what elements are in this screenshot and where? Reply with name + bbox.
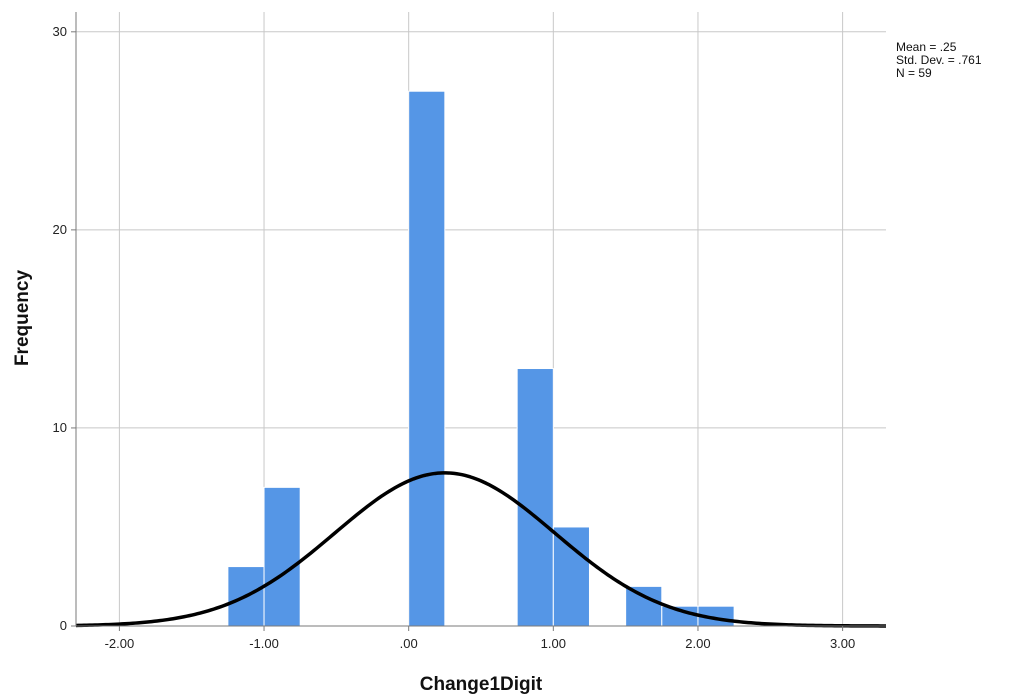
x-tick-label-0: -2.00 bbox=[105, 636, 135, 651]
histogram-bar-3 bbox=[516, 368, 554, 627]
x-tick-label-1: -1.00 bbox=[249, 636, 279, 651]
grid-lines bbox=[76, 12, 886, 626]
x-tick-label-5: 3.00 bbox=[830, 636, 855, 651]
y-tick-label-3: 30 bbox=[53, 24, 67, 39]
y-tick-label-0: 0 bbox=[60, 618, 67, 633]
y-tick-labels: 0 10 20 30 bbox=[53, 24, 76, 633]
y-axis-title: Frequency bbox=[12, 270, 33, 367]
x-tick-label-3: 1.00 bbox=[541, 636, 566, 651]
y-tick-label-2: 20 bbox=[53, 222, 67, 237]
histogram-bar-1 bbox=[263, 486, 301, 627]
stats-mean: Mean = .25 bbox=[896, 40, 957, 54]
y-tick-label-1: 10 bbox=[53, 420, 67, 435]
normal-curve-layer bbox=[75, 471, 886, 628]
histogram-bars bbox=[227, 90, 735, 627]
statistics-legend: Mean = .25 Std. Dev. = .761 N = 59 bbox=[896, 40, 982, 80]
stats-n: N = 59 bbox=[896, 66, 932, 80]
x-axis-title: Change1Digit bbox=[420, 674, 543, 695]
x-tick-labels: -2.00 -1.00 .00 1.00 2.00 3.00 bbox=[105, 626, 855, 651]
histogram-bar-2 bbox=[408, 90, 446, 627]
x-tick-label-2: .00 bbox=[400, 636, 418, 651]
histogram-bar-4 bbox=[552, 526, 590, 627]
axes bbox=[75, 12, 886, 627]
x-tick-label-4: 2.00 bbox=[685, 636, 710, 651]
normal-curve bbox=[75, 471, 886, 628]
stats-std-dev: Std. Dev. = .761 bbox=[896, 53, 982, 67]
histogram-bar-5 bbox=[625, 585, 663, 627]
